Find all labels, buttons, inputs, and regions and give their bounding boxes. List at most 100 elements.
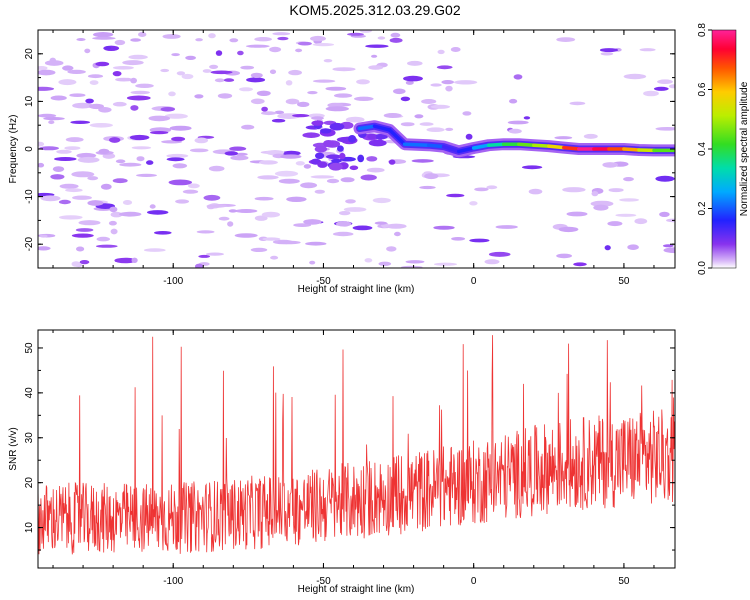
spectrogram-speckle [368,65,384,70]
spectrogram-speckle [245,44,270,48]
spectrogram-speckle [239,87,253,92]
spectrogram-speckle [65,188,83,193]
spectrogram-speckle [556,37,576,42]
spectrogram-speckle [52,166,65,173]
spectrogram-speckle [521,165,543,170]
ridge-segment [456,146,476,154]
snr-y-label: SNR (v/v) [8,427,19,470]
colorbar-tick-label: 0.2 [697,201,708,215]
spectrogram-speckle [38,162,45,168]
ridge-segment [486,142,506,147]
spectrogram-speckle [241,124,255,130]
spectrogram-speckle [71,171,95,178]
spectrogram-speckle [79,260,90,265]
spectrogram-speckle [176,71,186,76]
spectrogram-speckle [312,43,335,47]
spectrogram-speckle [230,155,249,161]
spectrogram-speckle [270,255,279,260]
spectrogram-speckle [59,215,83,220]
spectrogram-speckle [129,134,150,141]
spectrogram-speckle [254,37,272,42]
x-tick-label: -100 [163,576,183,587]
spectrogram-speckle [58,199,71,205]
spectrogram-x-ticks: -100 -50 0 50 [52,30,655,287]
spectrogram-speckle [131,146,152,150]
spectrogram-speckle [556,253,572,259]
spectrogram-speckle [488,251,511,257]
spectrogram-speckle [164,113,188,119]
spectrogram-speckle [426,127,445,132]
spectrogram-speckle [250,247,268,252]
y-tick-label: 40 [24,387,35,399]
spectrogram-speckle [320,128,332,134]
spectrogram-speckle [39,234,48,238]
y-tick-label: 20 [24,477,35,489]
spectrogram-speckle [130,90,150,95]
spectrogram-speckle [148,115,171,122]
ridge-segment [372,124,392,132]
spectrogram-speckle [109,206,118,213]
spectrogram-speckle [240,65,255,70]
spectrogram-speckle [554,136,573,140]
spectrogram-speckle [38,86,55,91]
ridge-segment [387,128,407,146]
spectrogram-speckle [445,85,453,92]
spectrogram-speckle [138,32,147,37]
spectrogram-speckle [109,137,121,143]
spectrogram-speckle [383,113,402,118]
spectrogram-speckle [405,260,425,264]
chart-title: KOM5.2025.312.03.29.G02 [289,2,461,18]
spectrogram-speckle [71,261,81,267]
spectrogram-speckle [115,159,126,164]
spectrogram-speckle [295,161,305,166]
spectrogram-speckle [378,261,392,266]
ridge-segment [441,144,461,154]
spectrogram-speckle [205,252,224,256]
spectrogram-speckle [64,146,81,151]
spectrogram-speckle [451,237,466,241]
spectrogram-speckle [419,122,434,126]
spectrogram-speckle [70,120,91,125]
spectrogram-speckle [269,69,277,75]
spectrogram-speckle [67,69,86,74]
y-tick-label: 20 [24,48,35,60]
spectrogram-speckle [411,159,434,163]
spectrogram-speckle [160,107,175,112]
spectrogram-speckle [229,146,247,151]
spectrogram-speckle [112,66,134,70]
spectrogram-speckle [295,48,303,53]
spectrogram-speckle [639,48,656,52]
spectrogram-speckle [434,262,457,266]
spectrogram-speckle [150,131,169,135]
spectrogram-speckle [663,247,675,254]
spectrogram-speckle [619,198,640,202]
spectrogram-speckle [274,110,285,115]
spectrogram-speckle [400,122,415,127]
spectrogram-speckle [367,133,377,140]
spectrogram-speckle [280,154,302,159]
x-tick-label: -50 [316,276,331,287]
spectrogram-speckle [354,96,374,102]
spectrogram-speckle [332,231,354,237]
spectrogram-speckle [277,240,301,245]
spectrogram-speckle [390,32,401,38]
spectrogram-speckle [38,66,48,70]
spectrogram-speckle [453,80,478,85]
spectrogram-speckle [147,210,169,215]
spectrogram-speckle [607,221,623,227]
spectrogram-speckle [286,196,307,202]
spectrogram-speckle [278,178,300,184]
spectrogram-speckle [436,65,453,70]
spectrogram-speckle [297,101,310,107]
spectrogram-speckle [374,133,388,140]
spectrogram-speckle [608,188,624,193]
spectrogram-speckle [310,35,326,42]
colorbar-tick-label: 0.4 [697,142,708,156]
spectrogram-speckle [430,83,442,87]
spectrogram-speckle [385,223,407,229]
spectrogram-speckle [38,113,57,118]
spectrogram-speckle [407,60,423,66]
ridge-segment [622,147,641,152]
spectrogram-speckle [126,95,151,101]
spectrogram-speckle [335,221,352,227]
